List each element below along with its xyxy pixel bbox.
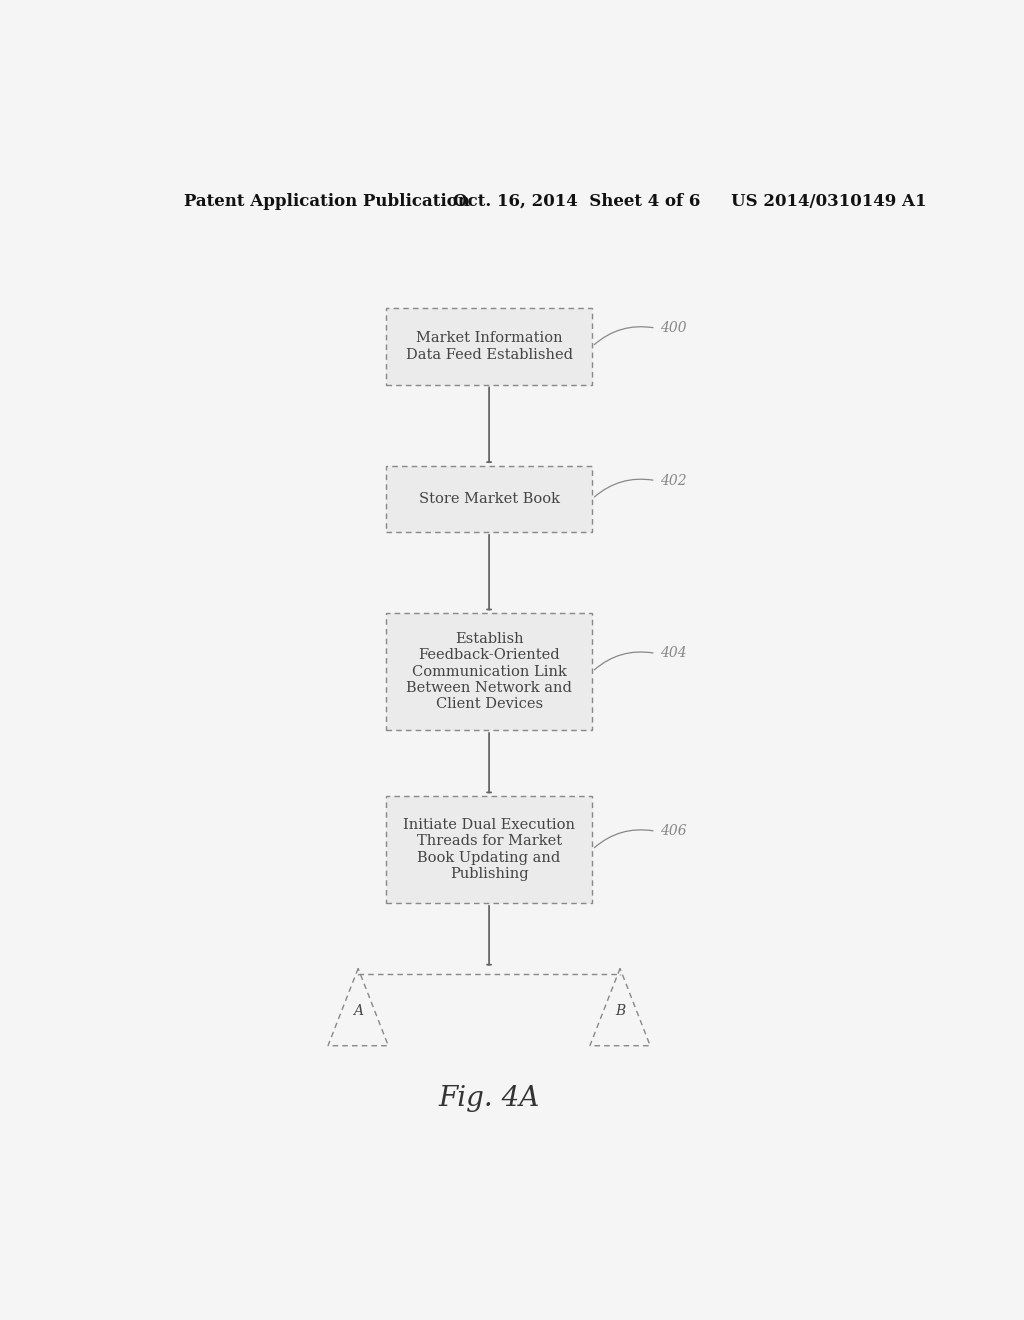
Bar bbox=[386, 796, 592, 903]
Text: Establish
Feedback-Oriented
Communication Link
Between Network and
Client Device: Establish Feedback-Oriented Communicatio… bbox=[407, 632, 572, 711]
FancyArrowPatch shape bbox=[594, 327, 653, 345]
Text: B: B bbox=[614, 1005, 626, 1018]
Text: Initiate Dual Execution
Threads for Market
Book Updating and
Publishing: Initiate Dual Execution Threads for Mark… bbox=[403, 818, 575, 880]
Text: 400: 400 bbox=[659, 321, 686, 335]
FancyArrowPatch shape bbox=[594, 479, 653, 498]
Text: Patent Application Publication: Patent Application Publication bbox=[183, 193, 469, 210]
Text: A: A bbox=[353, 1005, 364, 1018]
Text: US 2014/0310149 A1: US 2014/0310149 A1 bbox=[731, 193, 927, 210]
Bar bbox=[386, 614, 592, 730]
Text: 402: 402 bbox=[659, 474, 686, 487]
Text: 406: 406 bbox=[659, 824, 686, 838]
Text: Market Information
Data Feed Established: Market Information Data Feed Established bbox=[406, 331, 572, 362]
Text: Store Market Book: Store Market Book bbox=[419, 492, 559, 506]
Text: Fig. 4A: Fig. 4A bbox=[438, 1085, 540, 1111]
FancyArrowPatch shape bbox=[594, 830, 653, 847]
Text: Oct. 16, 2014  Sheet 4 of 6: Oct. 16, 2014 Sheet 4 of 6 bbox=[454, 193, 700, 210]
Bar bbox=[386, 466, 592, 532]
FancyArrowPatch shape bbox=[594, 652, 653, 669]
Bar bbox=[386, 309, 592, 384]
Text: 404: 404 bbox=[659, 647, 686, 660]
